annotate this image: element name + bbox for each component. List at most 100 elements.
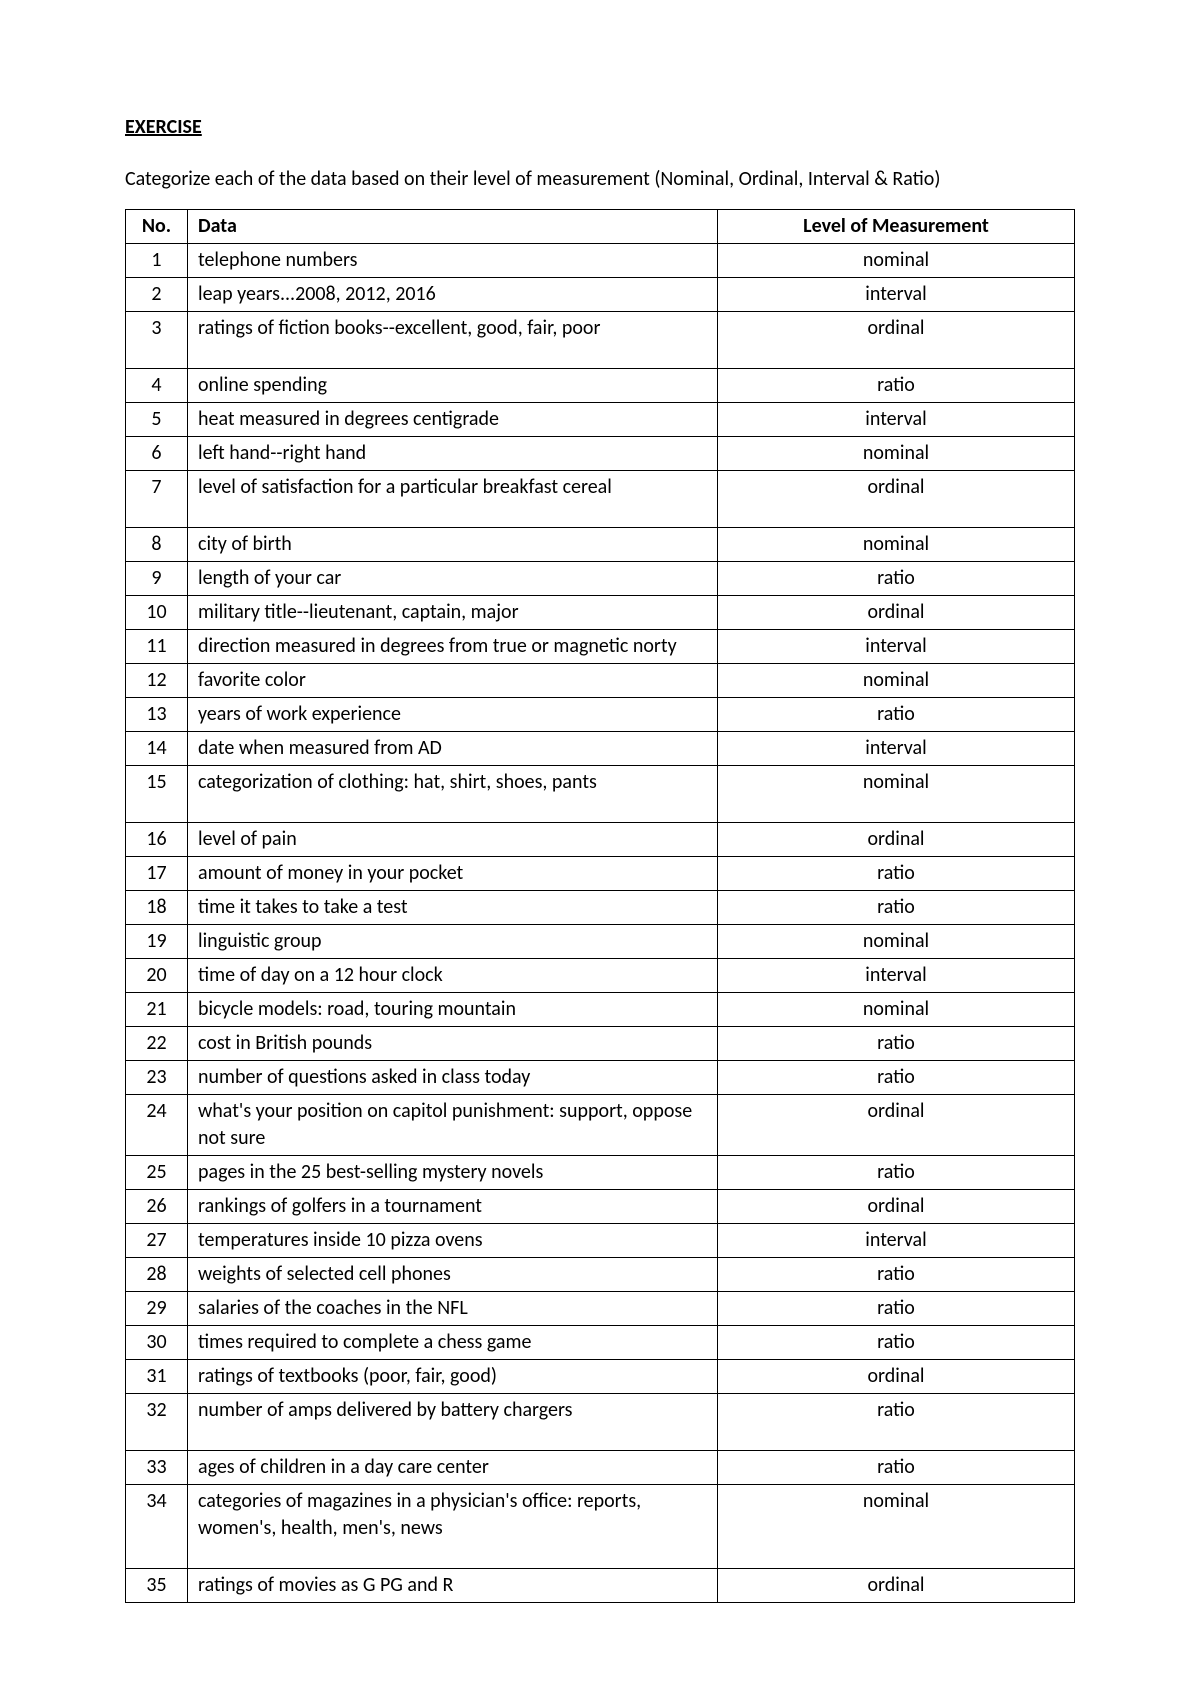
cell-no: 26 (126, 1190, 188, 1224)
table-header-row: No. Data Level of Measurement (126, 210, 1075, 244)
cell-data: pages in the 25 best-selling mystery nov… (188, 1156, 718, 1190)
cell-data: favorite color (188, 664, 718, 698)
table-row: 34categories of magazines in a physician… (126, 1485, 1075, 1569)
cell-data: number of questions asked in class today (188, 1061, 718, 1095)
cell-no: 7 (126, 471, 188, 528)
table-row: 7level of satisfaction for a particular … (126, 471, 1075, 528)
cell-no: 3 (126, 312, 188, 369)
cell-data: online spending (188, 369, 718, 403)
cell-data: linguistic group (188, 925, 718, 959)
table-row: 8city of birthnominal (126, 528, 1075, 562)
table-row: 19linguistic groupnominal (126, 925, 1075, 959)
cell-no: 22 (126, 1027, 188, 1061)
document-page: EXERCISE Categorize each of the data bas… (0, 0, 1200, 1703)
table-row: 15categorization of clothing: hat, shirt… (126, 766, 1075, 823)
cell-no: 18 (126, 891, 188, 925)
cell-no: 12 (126, 664, 188, 698)
table-row: 5heat measured in degrees centigradeinte… (126, 403, 1075, 437)
cell-data: ratings of movies as G PG and R (188, 1569, 718, 1603)
cell-data: heat measured in degrees centigrade (188, 403, 718, 437)
cell-level: nominal (718, 766, 1075, 823)
cell-level: ratio (718, 1061, 1075, 1095)
cell-level: ratio (718, 1292, 1075, 1326)
table-row: 24what's your position on capitol punish… (126, 1095, 1075, 1156)
cell-level: ratio (718, 1258, 1075, 1292)
cell-level: ordinal (718, 1095, 1075, 1156)
cell-level: ordinal (718, 823, 1075, 857)
cell-data: weights of selected cell phones (188, 1258, 718, 1292)
cell-level: ordinal (718, 1360, 1075, 1394)
cell-level: ratio (718, 1027, 1075, 1061)
cell-no: 27 (126, 1224, 188, 1258)
cell-data: number of amps delivered by battery char… (188, 1394, 718, 1451)
cell-no: 14 (126, 732, 188, 766)
table-row: 16level of painordinal (126, 823, 1075, 857)
table-row: 17amount of money in your pocketratio (126, 857, 1075, 891)
cell-level: nominal (718, 925, 1075, 959)
cell-no: 17 (126, 857, 188, 891)
cell-no: 2 (126, 278, 188, 312)
cell-data: time it takes to take a test (188, 891, 718, 925)
table-body: 1telephone numbersnominal2leap years...2… (126, 244, 1075, 1603)
table-row: 21bicycle models: road, touring mountain… (126, 993, 1075, 1027)
cell-no: 23 (126, 1061, 188, 1095)
cell-no: 31 (126, 1360, 188, 1394)
cell-no: 5 (126, 403, 188, 437)
measurement-table: No. Data Level of Measurement 1telephone… (125, 209, 1075, 1603)
cell-data: level of pain (188, 823, 718, 857)
table-row: 29salaries of the coaches in the NFLrati… (126, 1292, 1075, 1326)
cell-data: length of your car (188, 562, 718, 596)
cell-data: amount of money in your pocket (188, 857, 718, 891)
cell-data: left hand--right hand (188, 437, 718, 471)
cell-level: nominal (718, 664, 1075, 698)
table-row: 27temperatures inside 10 pizza ovensinte… (126, 1224, 1075, 1258)
cell-level: interval (718, 1224, 1075, 1258)
cell-level: ordinal (718, 312, 1075, 369)
cell-data: telephone numbers (188, 244, 718, 278)
table-row: 25pages in the 25 best-selling mystery n… (126, 1156, 1075, 1190)
cell-no: 33 (126, 1451, 188, 1485)
cell-data: what's your position on capitol punishme… (188, 1095, 718, 1156)
cell-data: years of work experience (188, 698, 718, 732)
cell-data: times required to complete a chess game (188, 1326, 718, 1360)
cell-level: interval (718, 959, 1075, 993)
table-row: 1telephone numbersnominal (126, 244, 1075, 278)
cell-no: 35 (126, 1569, 188, 1603)
table-row: 10military title--lieutenant, captain, m… (126, 596, 1075, 630)
cell-no: 20 (126, 959, 188, 993)
table-row: 12favorite colornominal (126, 664, 1075, 698)
cell-data: ages of children in a day care center (188, 1451, 718, 1485)
table-row: 13years of work experienceratio (126, 698, 1075, 732)
cell-data: categories of magazines in a physician's… (188, 1485, 718, 1569)
cell-level: ratio (718, 698, 1075, 732)
cell-no: 29 (126, 1292, 188, 1326)
cell-level: ratio (718, 1326, 1075, 1360)
cell-data: temperatures inside 10 pizza ovens (188, 1224, 718, 1258)
table-row: 35ratings of movies as G PG and Rordinal (126, 1569, 1075, 1603)
table-row: 32number of amps delivered by battery ch… (126, 1394, 1075, 1451)
instruction-text: Categorize each of the data based on the… (125, 167, 1075, 191)
cell-no: 6 (126, 437, 188, 471)
cell-no: 21 (126, 993, 188, 1027)
header-no: No. (126, 210, 188, 244)
cell-no: 1 (126, 244, 188, 278)
cell-level: ordinal (718, 596, 1075, 630)
header-level: Level of Measurement (718, 210, 1075, 244)
table-row: 33ages of children in a day care centerr… (126, 1451, 1075, 1485)
cell-level: interval (718, 732, 1075, 766)
cell-no: 30 (126, 1326, 188, 1360)
table-row: 14date when measured from ADinterval (126, 732, 1075, 766)
cell-level: ratio (718, 857, 1075, 891)
cell-no: 13 (126, 698, 188, 732)
cell-no: 34 (126, 1485, 188, 1569)
page-title: EXERCISE (125, 115, 1075, 139)
cell-data: cost in British pounds (188, 1027, 718, 1061)
cell-no: 19 (126, 925, 188, 959)
cell-data: time of day on a 12 hour clock (188, 959, 718, 993)
cell-data: salaries of the coaches in the NFL (188, 1292, 718, 1326)
cell-level: ordinal (718, 1190, 1075, 1224)
cell-data: ratings of fiction books--excellent, goo… (188, 312, 718, 369)
table-row: 4online spendingratio (126, 369, 1075, 403)
table-row: 30times required to complete a chess gam… (126, 1326, 1075, 1360)
header-data: Data (188, 210, 718, 244)
